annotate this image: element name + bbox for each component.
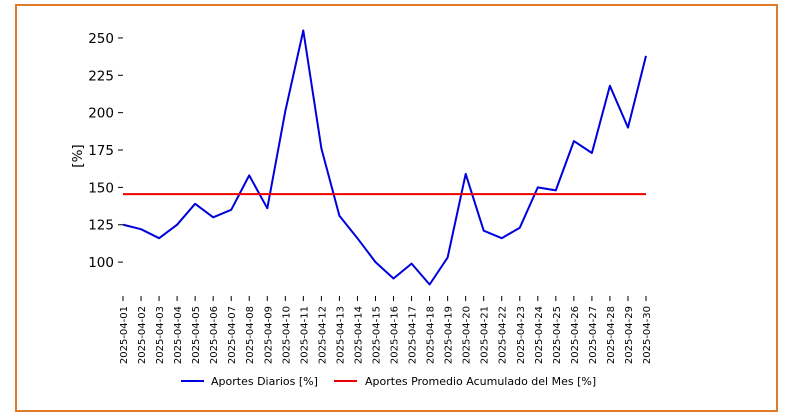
legend-label-2: Aportes Promedio Acumulado del Mes [%] bbox=[365, 375, 596, 388]
plot-area bbox=[122, 29, 647, 286]
y-tick-label: 150 bbox=[88, 180, 114, 196]
x-tick-label: 2025-04-10 bbox=[281, 306, 292, 364]
x-tick-label: 2025-04-06 bbox=[209, 306, 220, 364]
y-tick-label: 225 bbox=[88, 68, 114, 84]
x-tick-label: 2025-04-19 bbox=[444, 306, 455, 364]
x-tick-label: 2025-04-30 bbox=[642, 306, 653, 364]
y-tick-label: 175 bbox=[88, 143, 114, 159]
x-tick-label: 2025-04-08 bbox=[245, 306, 256, 364]
legend: Aportes Diarios [%] Aportes Promedio Acum… bbox=[181, 375, 596, 388]
x-tick-label: 2025-04-16 bbox=[390, 306, 401, 364]
x-tick-label: 2025-04-07 bbox=[227, 306, 238, 364]
x-tick-label: 2025-04-12 bbox=[317, 306, 328, 364]
x-tick-label: 2025-04-26 bbox=[570, 306, 581, 364]
y-tick-label: 250 bbox=[88, 31, 114, 47]
x-tick-label: 2025-04-05 bbox=[191, 306, 202, 364]
y-tick-label: 125 bbox=[88, 218, 114, 234]
x-tick-label: 2025-04-17 bbox=[408, 306, 419, 364]
legend-label-1: Aportes Diarios [%] bbox=[211, 375, 318, 388]
x-tick-label: 2025-04-09 bbox=[263, 306, 274, 364]
x-tick-label: 2025-04-02 bbox=[137, 306, 148, 364]
x-tick-label: 2025-04-27 bbox=[588, 306, 599, 364]
x-tick-label: 2025-04-01 bbox=[119, 306, 130, 364]
x-tick-label: 2025-04-21 bbox=[480, 306, 491, 364]
x-tick-label: 2025-04-25 bbox=[552, 306, 563, 364]
y-axis: 100 125 150 175 200 225 250 bbox=[88, 31, 123, 271]
y-tick-label: 100 bbox=[88, 255, 114, 271]
x-tick-label: 2025-04-15 bbox=[371, 306, 382, 364]
chart-frame bbox=[15, 4, 778, 412]
y-axis-label: [%] bbox=[70, 144, 86, 167]
x-tick-label: 2025-04-11 bbox=[299, 306, 310, 364]
series-line-1 bbox=[122, 29, 647, 286]
x-tick-label: 2025-04-28 bbox=[606, 306, 617, 364]
x-axis: 2025-04-01 2025-04-02 2025-04-03 2025-04-04… bbox=[119, 296, 653, 364]
x-tick-label: 2025-04-20 bbox=[462, 306, 473, 364]
x-tick-label: 2025-04-04 bbox=[173, 306, 184, 364]
y-tick-label: 200 bbox=[88, 106, 114, 122]
x-tick-label: 2025-04-23 bbox=[516, 306, 527, 364]
x-tick-label: 2025-04-13 bbox=[335, 306, 346, 364]
x-tick-label: 2025-04-29 bbox=[624, 306, 635, 364]
x-tick-label: 2025-04-14 bbox=[353, 306, 364, 364]
x-tick-label: 2025-04-03 bbox=[155, 306, 166, 364]
x-tick-label: 2025-04-24 bbox=[534, 306, 545, 364]
x-tick-label: 2025-04-18 bbox=[426, 306, 437, 364]
x-tick-label: 2025-04-22 bbox=[498, 306, 509, 364]
